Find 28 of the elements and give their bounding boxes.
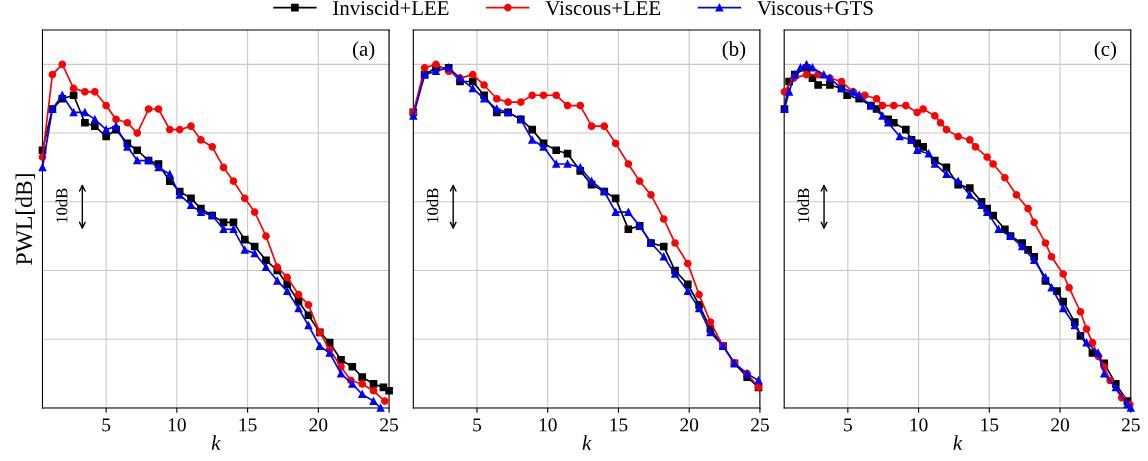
x-tick-label: 15: [981, 418, 999, 432]
x-axis-title: k: [953, 435, 963, 450]
annotation: 10dB: [426, 188, 439, 223]
text: (b): [722, 41, 746, 61]
x-tick-label: 20: [680, 418, 699, 432]
annotation: 10dB: [797, 188, 810, 223]
legend-label: Viscous+LEE: [545, 1, 661, 16]
y-axis-title: PWL[dB]: [15, 174, 36, 265]
x-tick-label: 10: [910, 418, 928, 432]
annotation: 10dB: [55, 188, 68, 223]
x-tick-label: 5: [473, 418, 482, 432]
x-tick-label: 15: [610, 418, 628, 432]
x-tick-label: 20: [1051, 418, 1070, 432]
x-tick-label: 25: [751, 418, 769, 432]
x-tick-label: 5: [102, 418, 111, 432]
x-tick-label: 10: [539, 418, 557, 432]
x-tick-label: 25: [1121, 418, 1140, 432]
x-tick-label: 20: [309, 418, 328, 432]
legend-label: Inviscid+LEE: [333, 0, 449, 16]
x-tick-label: 15: [239, 418, 257, 432]
x-axis-title: k: [211, 435, 221, 450]
x-tick-label: 5: [844, 418, 852, 432]
legend-label: Viscous+GTS: [757, 1, 873, 16]
text: (a): [353, 41, 375, 61]
x-axis-title: k: [582, 435, 592, 450]
x-tick-label: 25: [380, 418, 399, 432]
text: (c): [1094, 41, 1116, 61]
x-tick-label: 10: [168, 418, 186, 432]
